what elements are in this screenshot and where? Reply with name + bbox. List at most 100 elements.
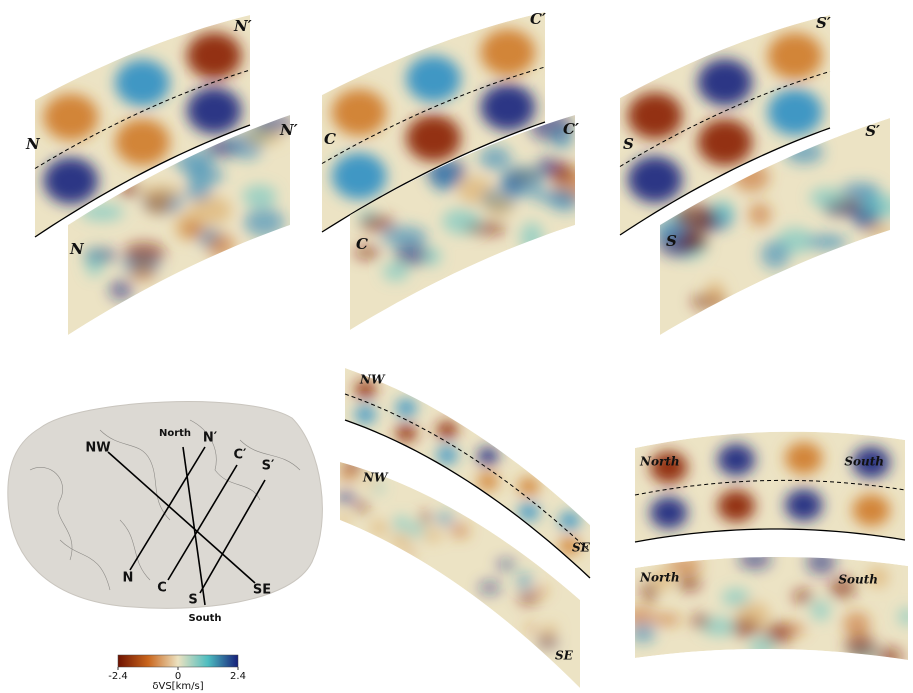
anomaly bbox=[129, 265, 155, 281]
anomaly bbox=[423, 530, 443, 542]
anomaly bbox=[738, 549, 771, 569]
anomaly bbox=[651, 613, 682, 625]
anomaly bbox=[526, 623, 536, 632]
section-label: S bbox=[666, 232, 677, 250]
anomaly bbox=[406, 115, 461, 162]
anomaly bbox=[355, 406, 376, 424]
anomaly bbox=[393, 516, 410, 532]
map-label: South bbox=[188, 613, 221, 624]
colorbar-tick-label: -2.4 bbox=[108, 671, 128, 682]
section-label: C′ bbox=[563, 120, 579, 138]
anomaly bbox=[792, 589, 813, 604]
section-label: C′ bbox=[530, 10, 546, 28]
anomaly bbox=[144, 194, 171, 215]
anomaly bbox=[861, 194, 904, 220]
anomaly bbox=[43, 157, 98, 204]
anomaly bbox=[109, 280, 133, 300]
anomaly bbox=[485, 195, 513, 216]
anomaly bbox=[181, 221, 206, 238]
synthetic-section bbox=[635, 432, 905, 542]
anomaly bbox=[559, 512, 580, 530]
anomaly bbox=[698, 59, 753, 106]
anomaly bbox=[187, 32, 242, 79]
anomaly bbox=[628, 92, 683, 139]
anomaly bbox=[517, 573, 532, 588]
anomaly bbox=[436, 513, 454, 525]
anomaly bbox=[532, 189, 577, 203]
map-label: N′ bbox=[203, 431, 218, 446]
anomaly bbox=[845, 633, 876, 658]
anomaly bbox=[480, 29, 535, 76]
anomaly bbox=[698, 119, 753, 166]
anomaly bbox=[623, 608, 655, 625]
map-label: S bbox=[188, 593, 197, 608]
figure: δVS[km/s] -2.402.4 NN′NN′CC′CC′SS′SS′NWS… bbox=[0, 0, 913, 693]
anomaly bbox=[405, 550, 415, 558]
section-label: S bbox=[623, 135, 634, 153]
anomaly bbox=[715, 200, 733, 221]
anomaly bbox=[370, 521, 388, 536]
anomaly bbox=[717, 490, 755, 522]
anomaly bbox=[768, 33, 823, 80]
anomaly bbox=[806, 550, 836, 575]
section-label: NW bbox=[362, 471, 389, 485]
anomaly bbox=[677, 575, 701, 592]
anomaly bbox=[717, 444, 755, 476]
anomaly bbox=[407, 524, 424, 537]
anomaly bbox=[394, 244, 428, 267]
section-label: NW bbox=[359, 373, 386, 387]
anomaly bbox=[382, 263, 408, 281]
anomaly bbox=[761, 241, 790, 269]
anomaly bbox=[520, 222, 543, 253]
anomaly bbox=[332, 153, 387, 200]
anomaly bbox=[479, 582, 501, 594]
anomaly bbox=[187, 87, 242, 134]
anomaly bbox=[785, 140, 824, 164]
anomaly bbox=[518, 592, 539, 605]
anomaly bbox=[437, 446, 458, 464]
anomaly bbox=[242, 185, 276, 207]
section-label: South bbox=[838, 573, 878, 587]
map-label: S′ bbox=[262, 459, 275, 474]
anomaly bbox=[85, 248, 103, 277]
anomaly bbox=[843, 612, 870, 636]
anomaly bbox=[731, 618, 760, 638]
anomaly bbox=[442, 208, 480, 234]
anomaly bbox=[243, 130, 282, 145]
anomaly bbox=[43, 94, 98, 141]
anomaly bbox=[478, 473, 499, 491]
anomaly bbox=[115, 119, 170, 166]
anomaly bbox=[650, 497, 688, 529]
anomaly bbox=[332, 89, 387, 136]
anomaly bbox=[501, 166, 543, 198]
section-label: S′ bbox=[865, 122, 880, 140]
section-label: N bbox=[69, 240, 85, 258]
recovered-section bbox=[623, 549, 913, 667]
section-label: C bbox=[356, 235, 368, 253]
section-label: C bbox=[324, 130, 336, 148]
anomaly bbox=[450, 524, 469, 538]
map-label: North bbox=[159, 428, 191, 439]
anomaly bbox=[691, 613, 710, 628]
section-label: North bbox=[639, 571, 680, 585]
anomaly bbox=[338, 467, 358, 481]
anomaly bbox=[207, 233, 235, 259]
anomaly bbox=[785, 489, 823, 521]
colorbar-tick-label: 0 bbox=[175, 671, 181, 682]
anomaly bbox=[479, 146, 511, 170]
anomaly bbox=[852, 494, 890, 526]
anomaly bbox=[811, 601, 830, 621]
section-label: S′ bbox=[816, 14, 831, 32]
colorbar-label: δVS[km/s] bbox=[152, 681, 203, 692]
section-label: N′ bbox=[279, 121, 298, 139]
anomaly bbox=[630, 623, 656, 643]
anomaly bbox=[706, 281, 725, 306]
colorbar-scale bbox=[118, 655, 238, 667]
anomaly bbox=[518, 503, 539, 521]
anomaly bbox=[123, 242, 165, 264]
anomaly bbox=[244, 208, 285, 237]
section-label: North bbox=[639, 455, 680, 469]
map-label: SE bbox=[253, 583, 271, 598]
anomaly bbox=[478, 447, 499, 465]
anomaly bbox=[390, 535, 411, 548]
